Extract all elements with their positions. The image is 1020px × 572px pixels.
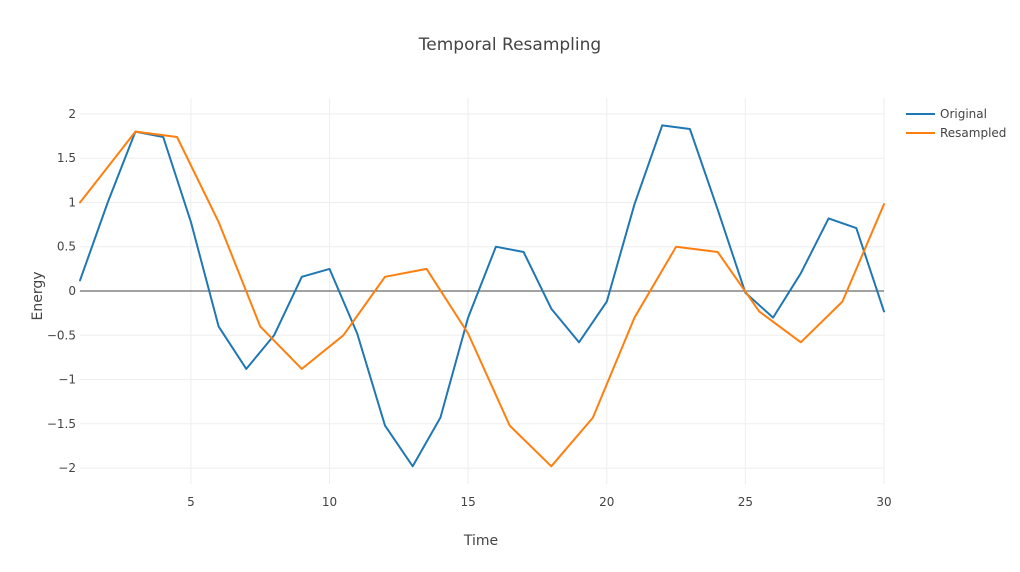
series-line-original [79, 124, 885, 468]
legend-label-original: Original [940, 107, 987, 121]
chart-title: Temporal Resampling [418, 35, 601, 55]
legend-label-resampled: Resampled [940, 126, 1006, 140]
x-tick-label: 5 [187, 495, 195, 509]
y-tick-label: −2 [58, 461, 76, 475]
y-gridlines [80, 113, 884, 469]
y-axis-title: Energy [30, 271, 46, 320]
series-line-resampled [79, 130, 885, 468]
y-tick-labels: −2 −1.5 −1 −0.5 0 0.5 1 1.5 2 [47, 107, 76, 475]
y-tick-label: −1 [58, 373, 76, 387]
x-axis-title: Time [463, 533, 498, 549]
x-tick-label: 30 [876, 495, 891, 509]
x-tick-label: 25 [738, 495, 753, 509]
y-tick-label: 0.5 [57, 240, 76, 254]
x-tick-label: 15 [460, 495, 475, 509]
legend-item-original[interactable]: Original [906, 107, 987, 121]
y-tick-label: −1.5 [47, 417, 76, 431]
x-tick-label: 10 [322, 495, 337, 509]
x-tick-label: 20 [599, 495, 614, 509]
y-tick-label: 0 [68, 284, 76, 298]
y-tick-label: −0.5 [47, 328, 76, 342]
series-layer [79, 124, 885, 468]
y-tick-label: 2 [68, 107, 76, 121]
x-tick-labels: 5 10 15 20 25 30 [187, 495, 892, 509]
legend-item-resampled[interactable]: Resampled [906, 126, 1006, 140]
y-tick-label: 1.5 [57, 151, 76, 165]
y-tick-label: 1 [68, 195, 76, 209]
legend: Original Resampled [906, 107, 1006, 140]
